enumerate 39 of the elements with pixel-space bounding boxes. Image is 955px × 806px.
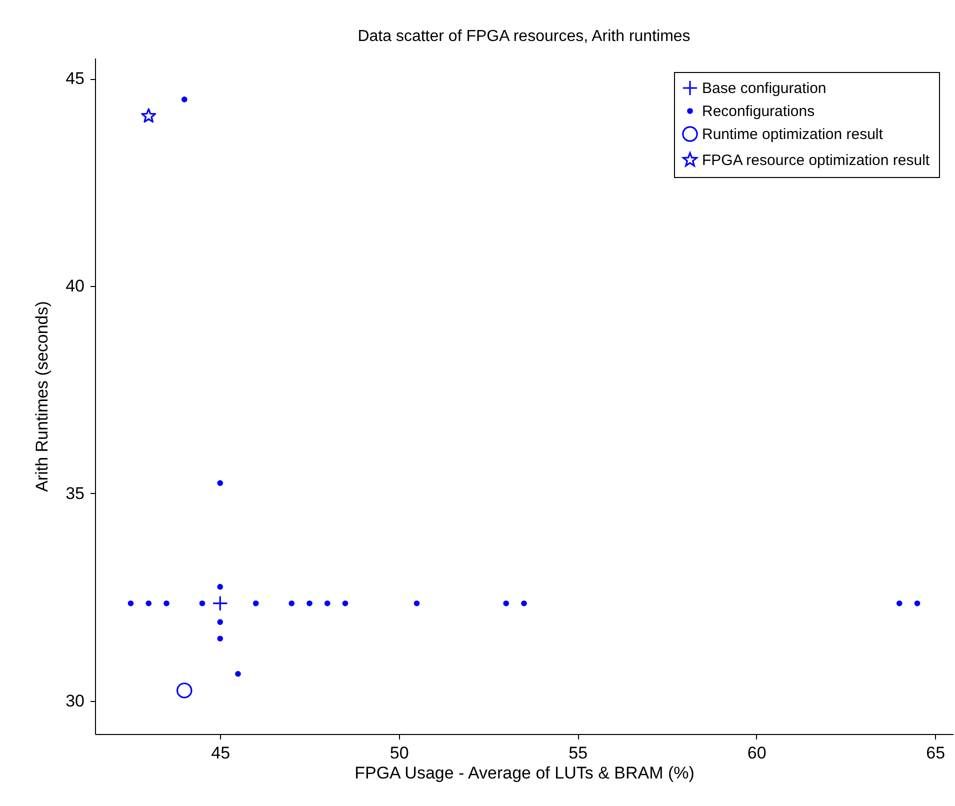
point [217, 584, 224, 590]
point [306, 600, 312, 606]
point [181, 96, 188, 102]
point [503, 600, 510, 606]
point [252, 600, 259, 606]
legend-label: Reconfigurations [702, 103, 815, 120]
point [217, 636, 224, 642]
x-tick-label: 65 [926, 744, 946, 762]
point [217, 619, 224, 625]
point [342, 600, 348, 606]
point [914, 600, 920, 606]
x-tick-label: 45 [211, 744, 230, 762]
y-tick-label: 45 [66, 69, 84, 88]
point [146, 600, 152, 606]
point [896, 600, 902, 606]
x-tick-label: 55 [568, 744, 588, 762]
legend-label: Runtime optimization result [702, 126, 884, 143]
point [199, 600, 206, 606]
chart-title: Data scatter of FPGA resources, Arith runtimes [358, 28, 690, 45]
y-tick-label: 35 [66, 484, 84, 503]
legend-label: FPGA resource optimization result [702, 152, 930, 169]
point [217, 480, 224, 486]
x-tick-label: 50 [390, 744, 409, 762]
point [164, 600, 170, 606]
point [521, 600, 527, 606]
y-tick-label: 40 [66, 276, 84, 296]
y-tick-label: 30 [66, 691, 84, 710]
point [288, 600, 295, 606]
x-axis-title: FPGA Usage - Average of LUTs & BRAM (%) [354, 764, 694, 782]
x-tick-label: 60 [747, 744, 766, 762]
point [414, 600, 420, 606]
point [235, 670, 241, 677]
point [128, 600, 134, 606]
y-axis-title: Arith Runtimes (seconds) [32, 301, 52, 492]
point [141, 108, 156, 123]
point [324, 600, 330, 606]
point [212, 595, 228, 612]
legend-label: Base configuration [702, 80, 826, 97]
point [176, 682, 192, 698]
